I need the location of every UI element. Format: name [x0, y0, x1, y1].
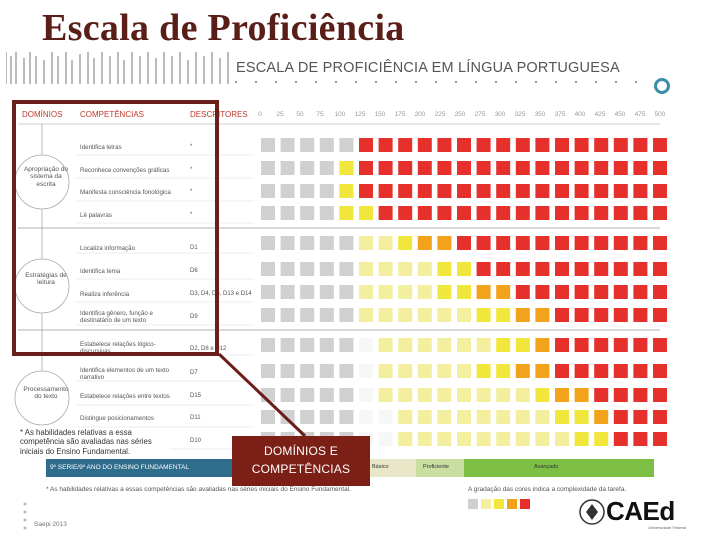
- decorative-ruler: [6, 52, 637, 84]
- descriptor-label: D11: [190, 415, 201, 421]
- scale-value: 475: [634, 111, 646, 118]
- scale-value: 175: [394, 111, 406, 118]
- domain-label: Estratégias de leitura: [25, 272, 67, 287]
- scale-value: 225: [434, 111, 446, 118]
- callout-box: DOMÍNIOS E COMPETÊNCIAS: [232, 436, 370, 486]
- scale-value: 400: [574, 111, 586, 118]
- footnote-bottom: * As habilidades relativas a essas compe…: [46, 486, 351, 493]
- scale-value: 0: [258, 111, 262, 118]
- level-label-avancado: Avançado: [534, 464, 559, 470]
- scale-value: 450: [614, 111, 626, 118]
- column-header-competencias: COMPETÊNCIAS: [80, 110, 145, 119]
- legend-swatch: [468, 499, 478, 509]
- descriptor-label: *: [190, 144, 193, 150]
- domain-label: Processamento do texto: [23, 386, 69, 401]
- competency-label: Realiza inferência: [80, 291, 130, 298]
- competency-label: Reconhece convenções gráficas: [80, 167, 170, 174]
- descriptor-label: *: [190, 189, 193, 195]
- scale-value: 300: [494, 111, 506, 118]
- scale-value: 500: [654, 111, 666, 118]
- scale-header: ESCALA DE PROFICIÊNCIA EM LÍNGUA PORTUGU…: [232, 60, 624, 76]
- descriptor-label: D15: [190, 393, 202, 399]
- legend-swatch: [507, 499, 517, 509]
- competency-label: Estabelece relações entre textos: [80, 393, 170, 400]
- domain-label: Apropriação do sistema da escrita: [23, 166, 69, 188]
- competency-label: Identifica elementos de um texto narrati…: [80, 367, 170, 382]
- scale-values-row: 0 25 50 75 100 125 150 175 200 225 250 2…: [256, 111, 666, 121]
- competency-label: Lê palavras: [80, 212, 112, 219]
- grade-bar-label: 9º SERIE/9º ANO DO ENSINO FUNDAMENTAL: [50, 464, 189, 471]
- highlight-box: [12, 100, 219, 356]
- descriptor-label: D2, D8 e D12: [190, 346, 227, 352]
- scale-value: 425: [594, 111, 606, 118]
- footer-text: Saepi 2013: [34, 521, 67, 528]
- slide-title: Escala de Proficiência: [42, 7, 405, 49]
- callout-line-2: COMPETÊNCIAS: [251, 462, 351, 476]
- descriptor-label: *: [190, 212, 193, 218]
- descriptor-label: D10: [190, 438, 202, 444]
- competency-label: Estabelece relações lógico-discursivas: [80, 341, 156, 356]
- competency-label: Identifica letras: [80, 144, 122, 151]
- caed-logo-text: CAEd: [606, 496, 675, 526]
- descriptor-label: *: [190, 167, 193, 173]
- competency-label: Identifica tema: [80, 268, 121, 275]
- scale-value: 100: [334, 111, 346, 118]
- scale-value: 75: [316, 111, 324, 118]
- column-header-dominios: DOMÍNIOS: [22, 110, 63, 119]
- competency-label: Localiza informação: [80, 245, 136, 252]
- scale-value: 250: [454, 111, 466, 118]
- legend-text: A gradação das cores indica a complexida…: [468, 486, 627, 493]
- descriptor-label: D3, D4, D5, D13 e D14: [190, 291, 252, 297]
- scale-value: 275: [474, 111, 486, 118]
- callout-line-1: DOMÍNIOS E: [263, 444, 338, 458]
- caed-logo-icon: [579, 499, 605, 525]
- competency-label: Identifica gênero, função e destinatário…: [80, 310, 153, 325]
- descriptor-label: D7: [190, 370, 198, 376]
- scale-value: 50: [296, 111, 304, 118]
- scale-value: 375: [554, 111, 566, 118]
- legend-swatch: [520, 499, 530, 509]
- scale-value: 25: [276, 111, 284, 118]
- scale-value: 350: [534, 111, 546, 118]
- legend-swatch: [481, 499, 491, 509]
- scale-value: 125: [354, 111, 366, 118]
- legend-swatch: [494, 499, 504, 509]
- descriptor-label: D6: [190, 268, 198, 274]
- descriptor-label: D9: [190, 314, 198, 320]
- competency-label: Manifesta consciência fonológica: [80, 189, 171, 196]
- footnote-left: * As habilidades relativas a essa compet…: [20, 428, 170, 457]
- legend-swatches: [468, 499, 530, 509]
- circle-marker-icon: [654, 78, 670, 94]
- competency-label: Distingue posicionamentos: [80, 415, 154, 422]
- level-label-proficiente: Proficiente: [423, 464, 449, 470]
- scale-value: 150: [374, 111, 386, 118]
- scale-value: 200: [414, 111, 426, 118]
- caed-logo-tagline: Universidade Federal: [648, 525, 687, 530]
- descriptor-label: D1: [190, 245, 198, 251]
- level-label-basico: Básico: [372, 464, 389, 470]
- scale-value: 325: [514, 111, 526, 118]
- footer-dots-icon: [23, 502, 27, 530]
